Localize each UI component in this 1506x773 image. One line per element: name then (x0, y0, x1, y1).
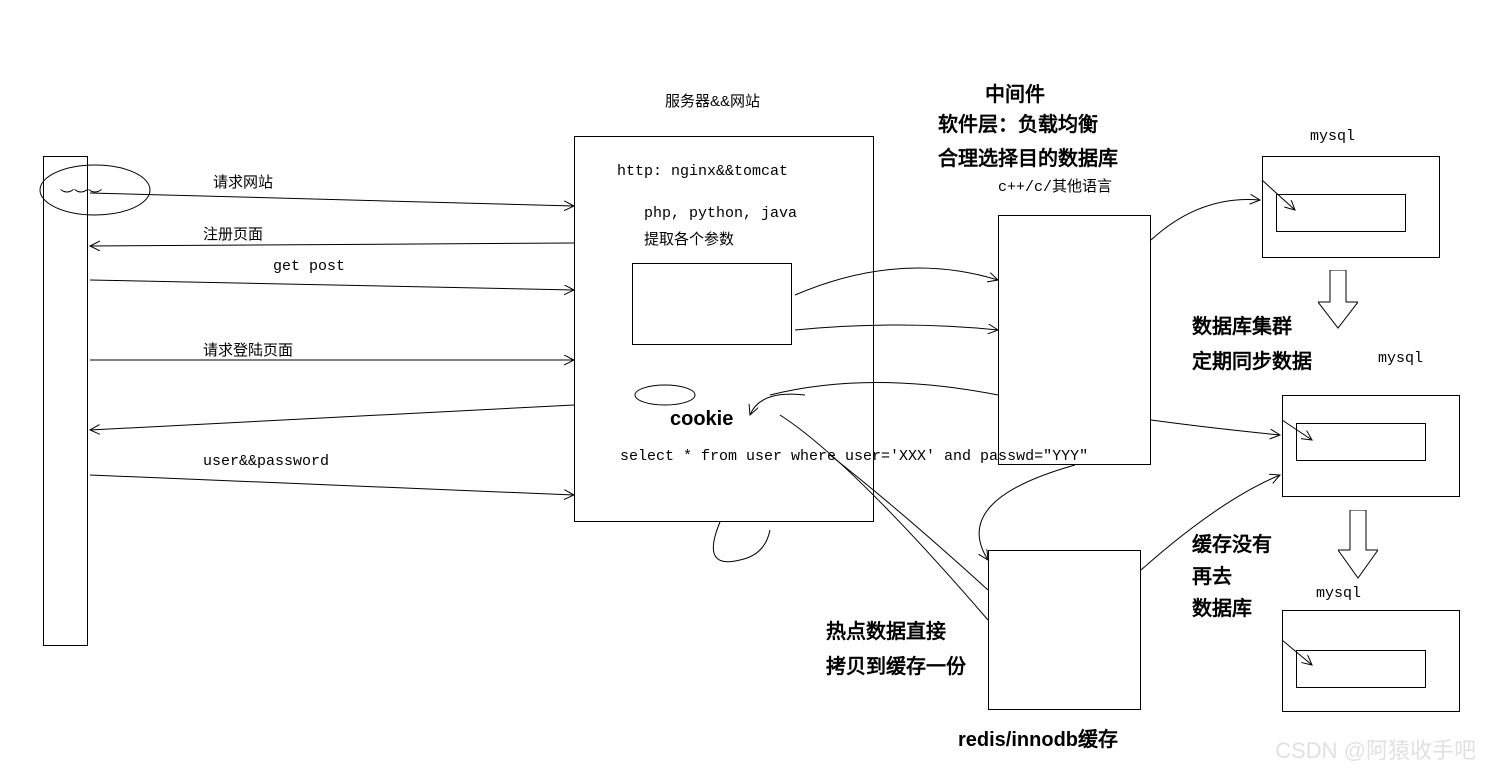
server-http: http: nginx&&tomcat (617, 163, 788, 180)
middleware-line4: c++/c/其他语言 (998, 175, 1112, 196)
arrow-down-1-icon (1318, 270, 1358, 330)
middleware-box (998, 215, 1151, 465)
middleware-line2: 软件层：负载均衡 (938, 108, 1098, 137)
cachemiss-line3: 数据库 (1192, 592, 1252, 621)
middleware-line1: 中间件 (985, 78, 1045, 107)
hotdata-line1: 热点数据直接 (826, 615, 946, 644)
cachemiss-line1: 缓存没有 (1192, 528, 1272, 557)
server-params: 提取各个参数 (644, 228, 734, 249)
mysql3-label: mysql (1316, 585, 1361, 602)
cloud-dots: ︶︶︶ (60, 186, 102, 206)
cluster-line1: 数据库集群 (1192, 310, 1292, 339)
cachemiss-line2: 再去 (1192, 560, 1232, 589)
mysql2-inner (1296, 423, 1426, 461)
server-inner-box (632, 263, 792, 345)
cookie-scribble-icon (630, 380, 700, 410)
hotdata-line2: 拷贝到缓存一份 (826, 650, 966, 679)
mysql3-inner (1296, 650, 1426, 688)
redis-box (988, 550, 1141, 710)
client-box (43, 156, 88, 646)
edge-label-5: user&&password (203, 453, 329, 470)
watermark: CSDN @阿猿收手吧 (1275, 733, 1476, 765)
edge-label-3: get post (273, 258, 345, 275)
middleware-line3: 合理选择目的数据库 (938, 142, 1118, 171)
mysql1-label: mysql (1310, 128, 1355, 145)
server-lang: php, python, java (644, 205, 797, 222)
arrow-down-2-icon (1338, 510, 1378, 580)
edge-label-4: 请求登陆页面 (203, 339, 293, 360)
mysql1-inner (1276, 194, 1406, 232)
edge-label-1: 请求网站 (213, 171, 273, 192)
mysql2-label: mysql (1378, 350, 1423, 367)
edge-label-2: 注册页面 (203, 223, 263, 244)
cluster-line2: 定期同步数据 (1192, 345, 1312, 374)
server-title: 服务器&&网站 (665, 90, 760, 111)
cookie-label: cookie (670, 408, 733, 431)
redis-label: redis/innodb缓存 (958, 723, 1118, 752)
